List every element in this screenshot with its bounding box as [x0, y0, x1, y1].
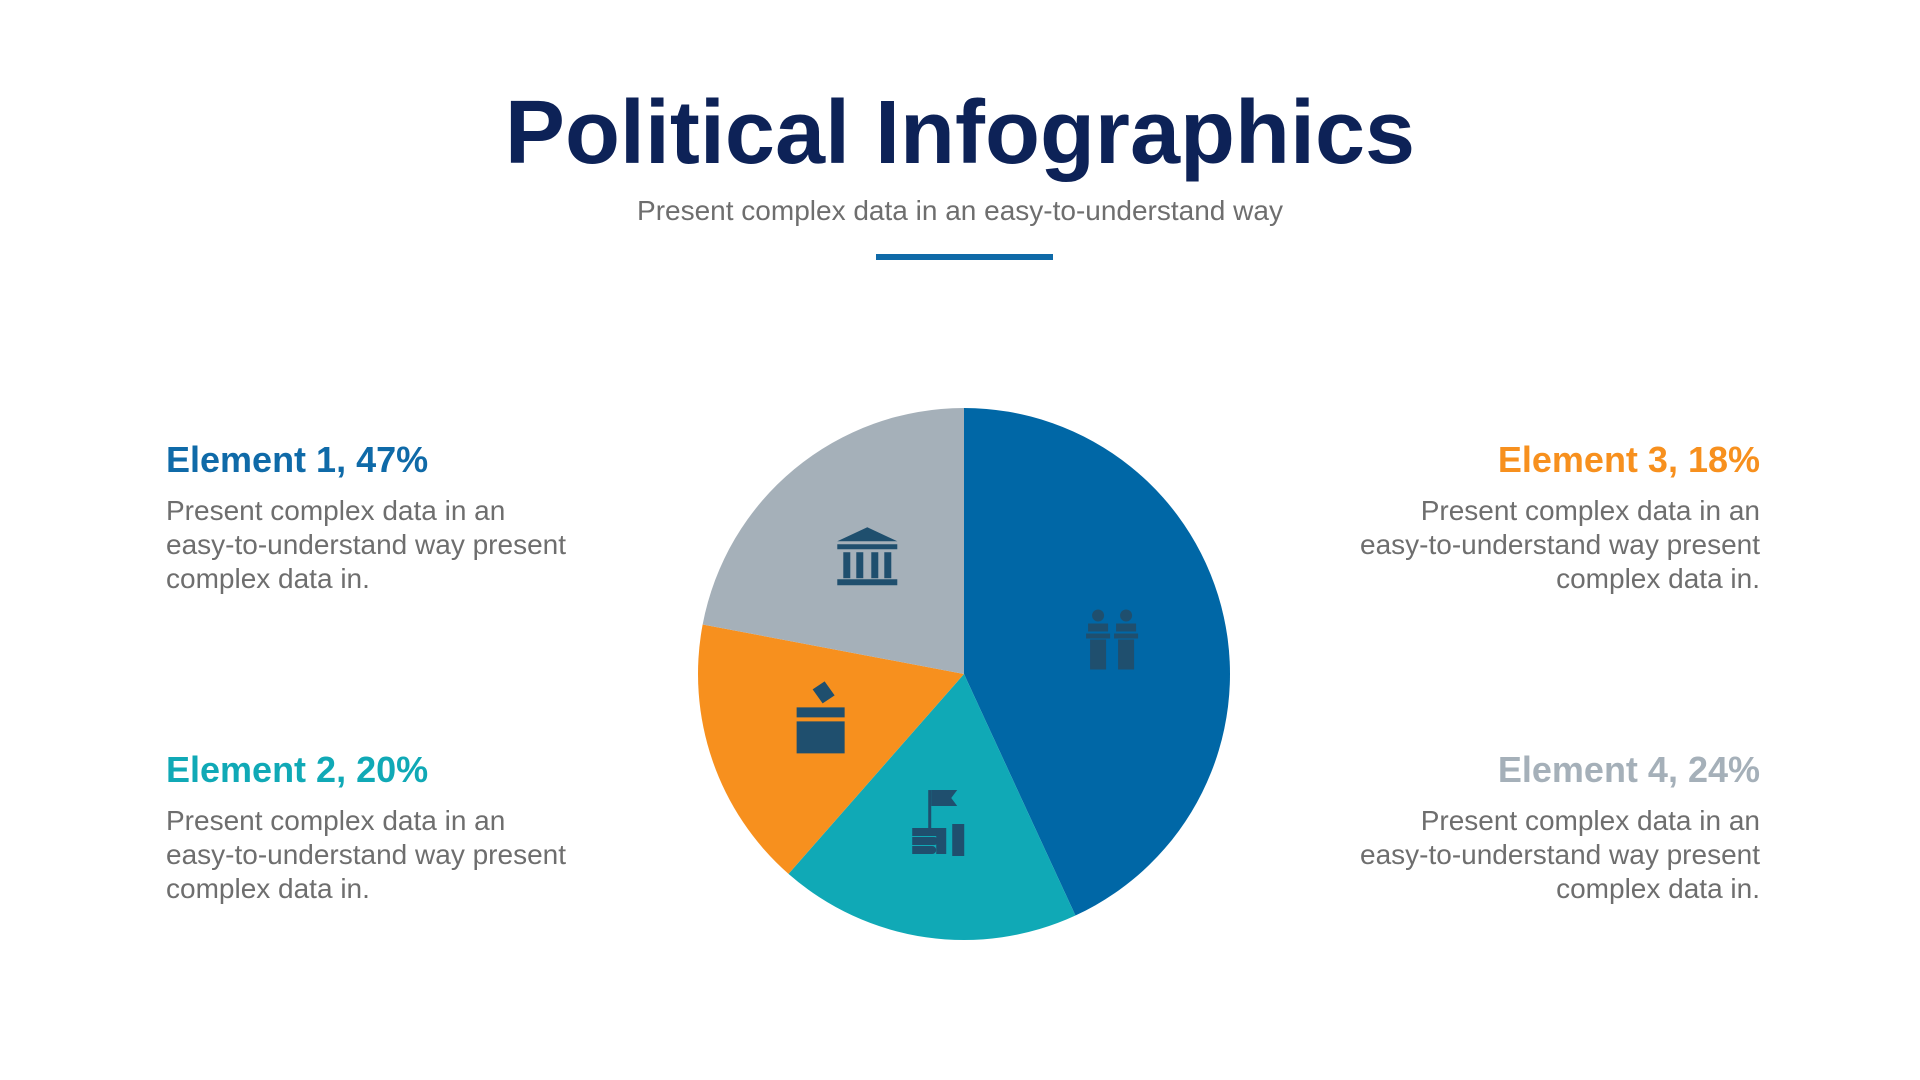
element-1-description: Present complex data in an easy-to-under… — [166, 494, 626, 596]
element-2-block: Element 2, 20% Present complex data in a… — [166, 748, 626, 906]
element-4-desc-line-1: Present complex data in an — [1420, 805, 1760, 836]
ballot-box-icon — [796, 681, 845, 754]
element-1-desc-line-1: Present complex data in an — [166, 495, 506, 526]
government-building-icon — [837, 527, 898, 586]
element-2-description: Present complex data in an easy-to-under… — [166, 804, 626, 906]
page-title: Political Infographics — [504, 83, 1416, 183]
element-2-heading: Element 2, 20% — [166, 749, 429, 790]
podium-speakers-icon — [1086, 609, 1139, 670]
element-1-heading: Element 1, 47% — [166, 439, 429, 480]
hand-flag-icon — [912, 790, 965, 857]
element-1-desc-line-2: easy-to-understand way present — [166, 529, 566, 560]
element-2-desc-line-1: Present complex data in an — [166, 805, 506, 836]
page-subtitle: Present complex data in an easy-to-under… — [637, 195, 1283, 226]
title-divider — [876, 254, 1053, 260]
element-4-heading: Element 4, 24% — [1497, 749, 1760, 790]
element-3-block: Element 3, 18% Present complex data in a… — [1300, 438, 1760, 596]
element-3-description: Present complex data in an easy-to-under… — [1300, 494, 1760, 596]
element-3-heading: Element 3, 18% — [1497, 439, 1760, 480]
pie-slice-4 — [702, 408, 964, 674]
element-2-desc-line-2: easy-to-understand way present — [166, 839, 566, 870]
element-4-block: Element 4, 24% Present complex data in a… — [1300, 748, 1760, 906]
element-1-block: Element 1, 47% Present complex data in a… — [166, 438, 626, 596]
element-2-desc-line-3: complex data in. — [166, 873, 370, 904]
element-4-description: Present complex data in an easy-to-under… — [1300, 804, 1760, 906]
element-4-desc-line-2: easy-to-understand way present — [1360, 839, 1760, 870]
element-3-desc-line-2: easy-to-understand way present — [1360, 529, 1760, 560]
element-3-desc-line-1: Present complex data in an — [1420, 495, 1760, 526]
element-3-desc-line-3: complex data in. — [1556, 563, 1760, 594]
pie-slice-2 — [788, 674, 1076, 940]
element-1-desc-line-3: complex data in. — [166, 563, 370, 594]
element-4-desc-line-3: complex data in. — [1556, 873, 1760, 904]
